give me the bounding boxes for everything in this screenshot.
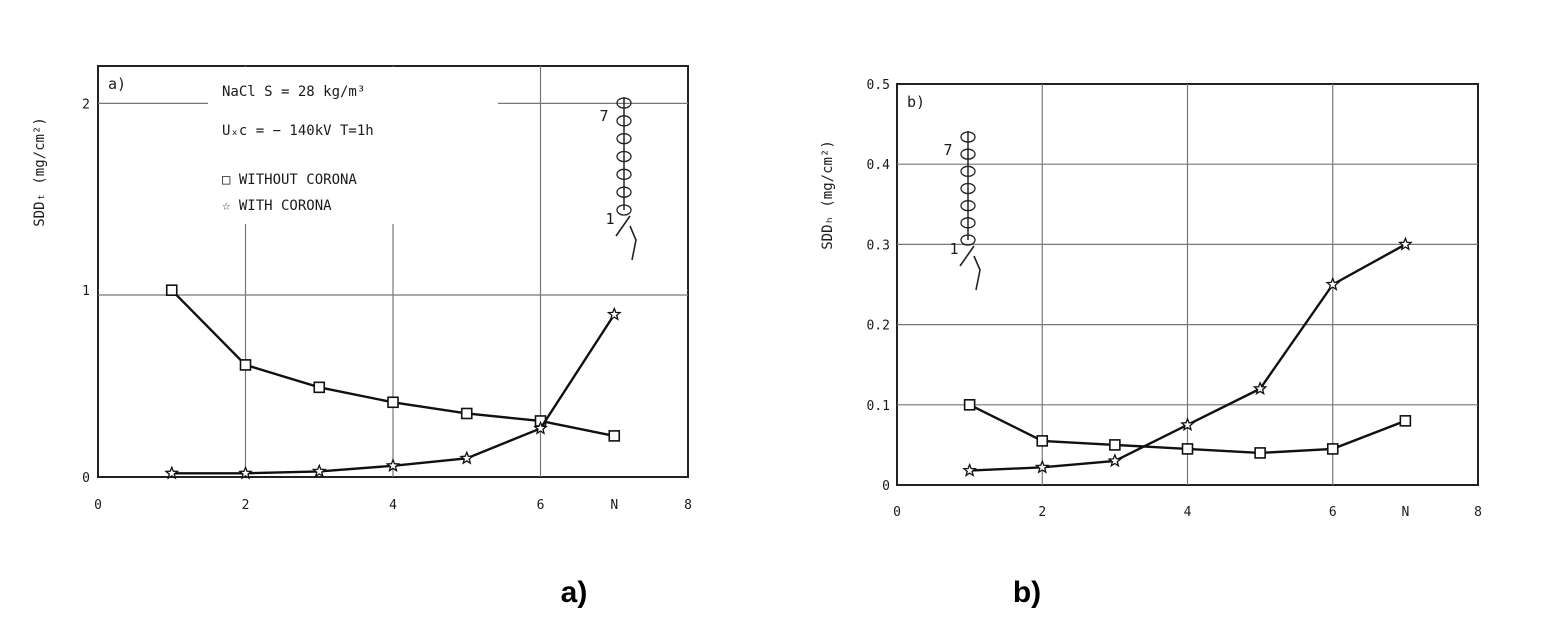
chart-panel-a: 0 2 4 6 N 8 0 1 2 SDDₜ (mg/cm²) a) NaCl S = 28 kg/m… xyxy=(32,65,692,513)
insulator-label-bottom: 1 xyxy=(949,240,958,258)
data-point-star xyxy=(164,465,180,480)
data-point-square xyxy=(460,407,473,420)
legend-entry: ☆ WITH CORONA xyxy=(222,198,332,214)
x-tick-label: 4 xyxy=(389,498,397,513)
y-tick-label: 0 xyxy=(882,479,890,494)
data-point-star xyxy=(238,465,253,480)
data-point-star xyxy=(1325,276,1341,291)
y-axis-label: SDDₕ (mg/cm²) xyxy=(820,140,836,250)
y-tick-label: 0 xyxy=(82,471,90,486)
data-point-square xyxy=(1326,443,1339,455)
data-point-star xyxy=(606,306,622,321)
data-point-square xyxy=(963,398,976,411)
data-point-square xyxy=(165,284,178,296)
data-point-square xyxy=(1399,415,1412,427)
data-point-star xyxy=(1252,381,1268,396)
data-point-square xyxy=(1254,447,1266,459)
x-tick-label: 6 xyxy=(1329,505,1337,520)
y-tick-label: 2 xyxy=(82,97,90,112)
x-tick-label: 4 xyxy=(1184,505,1192,520)
data-point-star xyxy=(1107,453,1123,468)
data-point-star xyxy=(1034,459,1050,474)
insulator-disc xyxy=(616,204,632,216)
data-point-square xyxy=(1109,439,1121,451)
data-point-star xyxy=(385,457,401,473)
legend-entry: □ WITHOUT CORONA xyxy=(222,172,357,188)
data-point-square xyxy=(1181,443,1194,455)
insulator-disc xyxy=(960,182,976,195)
y-tick-label: 0.2 xyxy=(867,319,890,334)
x-tick-label: 2 xyxy=(242,498,250,513)
data-point-star xyxy=(533,420,548,435)
data-point-square xyxy=(313,381,326,394)
insulator-label-bottom: 1 xyxy=(605,210,614,228)
insulator-disc xyxy=(960,148,976,160)
y-tick-label: 0.3 xyxy=(867,238,890,253)
data-point-star xyxy=(962,462,977,477)
chart-panel-b: 0 2 4 6 N 8 0 0.1 0.2 0.3 0.4 0.5 SDDₕ (mg/cm²) b) 7 1 xyxy=(820,78,1482,520)
x-tick-label: N xyxy=(1401,505,1409,520)
data-point-star xyxy=(1180,417,1195,432)
y-tick-label: 1 xyxy=(82,284,90,299)
insulator-disc xyxy=(616,150,632,163)
annotation-text: NaCl S = 28 kg/m³ xyxy=(222,84,365,100)
insulator-label-top: 7 xyxy=(599,107,608,125)
insulator-disc xyxy=(960,234,976,246)
data-point-square xyxy=(239,359,252,371)
data-point-square xyxy=(387,396,399,409)
insulator-disc xyxy=(616,115,632,127)
x-tick-label: 0 xyxy=(94,498,102,513)
x-tick-label: 2 xyxy=(1038,505,1046,520)
insulator-label-top: 7 xyxy=(943,141,952,159)
data-point-star xyxy=(1398,236,1413,251)
data-point-square xyxy=(608,430,621,442)
annotation-text: Uₓc = − 140kV T=1h xyxy=(222,123,374,139)
x-tick-label: N xyxy=(610,498,618,513)
insulator-disc xyxy=(616,168,632,180)
insulator-disc xyxy=(616,186,632,198)
x-tick-label: 8 xyxy=(1474,505,1482,520)
tower-sketch xyxy=(959,245,981,291)
x-tick-label: 0 xyxy=(893,505,901,520)
insulator-disc xyxy=(960,217,976,229)
x-tick-label: 8 xyxy=(684,498,692,513)
panel-label: a) xyxy=(108,75,126,93)
insulator-disc xyxy=(616,133,632,145)
caption-b: b) xyxy=(1013,576,1041,609)
y-tick-label: 0.1 xyxy=(867,399,890,414)
y-tick-label: 0.4 xyxy=(867,158,891,173)
insulator-disc xyxy=(960,131,976,143)
panel-label: b) xyxy=(907,93,925,111)
tower-sketch xyxy=(615,215,637,261)
insulator-disc xyxy=(616,97,632,109)
data-point-star xyxy=(311,463,327,478)
data-point-star xyxy=(459,450,475,465)
y-axis-label: SDDₜ (mg/cm²) xyxy=(32,117,48,227)
insulator-disc xyxy=(960,165,976,177)
data-point-square xyxy=(1036,435,1049,447)
y-tick-label: 0.5 xyxy=(867,78,890,93)
caption-a: a) xyxy=(561,576,588,609)
x-tick-label: 6 xyxy=(537,498,545,513)
insulator-disc xyxy=(960,200,976,212)
